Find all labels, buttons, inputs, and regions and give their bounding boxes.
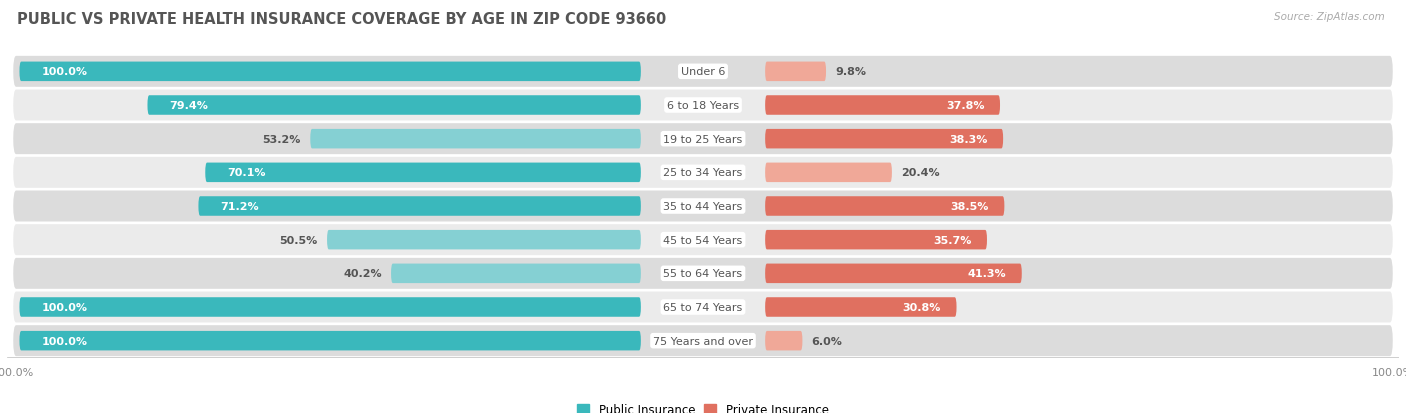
Text: 50.5%: 50.5% <box>280 235 318 245</box>
Text: 9.8%: 9.8% <box>835 67 866 77</box>
FancyBboxPatch shape <box>148 96 641 116</box>
FancyBboxPatch shape <box>391 264 641 283</box>
Text: PUBLIC VS PRIVATE HEALTH INSURANCE COVERAGE BY AGE IN ZIP CODE 93660: PUBLIC VS PRIVATE HEALTH INSURANCE COVER… <box>17 12 666 27</box>
FancyBboxPatch shape <box>765 264 1022 283</box>
FancyBboxPatch shape <box>13 225 1393 256</box>
FancyBboxPatch shape <box>765 96 1000 116</box>
Text: Under 6: Under 6 <box>681 67 725 77</box>
Text: 30.8%: 30.8% <box>903 302 941 312</box>
FancyBboxPatch shape <box>311 130 641 149</box>
FancyBboxPatch shape <box>13 157 1393 188</box>
FancyBboxPatch shape <box>765 163 891 183</box>
FancyBboxPatch shape <box>765 230 987 250</box>
Text: 38.5%: 38.5% <box>950 202 988 211</box>
FancyBboxPatch shape <box>13 292 1393 323</box>
FancyBboxPatch shape <box>765 130 1002 149</box>
Text: 100.0%: 100.0% <box>41 336 87 346</box>
Text: 20.4%: 20.4% <box>901 168 939 178</box>
FancyBboxPatch shape <box>13 57 1393 88</box>
FancyBboxPatch shape <box>20 62 641 82</box>
FancyBboxPatch shape <box>765 197 1004 216</box>
FancyBboxPatch shape <box>13 325 1393 356</box>
FancyBboxPatch shape <box>328 230 641 250</box>
FancyBboxPatch shape <box>13 124 1393 155</box>
Text: 55 to 64 Years: 55 to 64 Years <box>664 269 742 279</box>
Text: 79.4%: 79.4% <box>169 101 208 111</box>
Text: 71.2%: 71.2% <box>221 202 259 211</box>
FancyBboxPatch shape <box>765 62 827 82</box>
FancyBboxPatch shape <box>20 297 641 317</box>
Text: 37.8%: 37.8% <box>946 101 984 111</box>
FancyBboxPatch shape <box>13 191 1393 222</box>
FancyBboxPatch shape <box>198 197 641 216</box>
Text: 75 Years and over: 75 Years and over <box>652 336 754 346</box>
Text: 38.3%: 38.3% <box>949 134 987 144</box>
Text: 25 to 34 Years: 25 to 34 Years <box>664 168 742 178</box>
Legend: Public Insurance, Private Insurance: Public Insurance, Private Insurance <box>572 398 834 413</box>
Text: 53.2%: 53.2% <box>263 134 301 144</box>
Text: 35.7%: 35.7% <box>934 235 972 245</box>
Text: 19 to 25 Years: 19 to 25 Years <box>664 134 742 144</box>
Text: 45 to 54 Years: 45 to 54 Years <box>664 235 742 245</box>
Text: 100.0%: 100.0% <box>41 302 87 312</box>
Text: Source: ZipAtlas.com: Source: ZipAtlas.com <box>1274 12 1385 22</box>
Text: 35 to 44 Years: 35 to 44 Years <box>664 202 742 211</box>
FancyBboxPatch shape <box>13 90 1393 121</box>
Text: 41.3%: 41.3% <box>967 269 1007 279</box>
FancyBboxPatch shape <box>205 163 641 183</box>
FancyBboxPatch shape <box>20 331 641 351</box>
FancyBboxPatch shape <box>765 331 803 351</box>
Text: 100.0%: 100.0% <box>41 67 87 77</box>
Text: 70.1%: 70.1% <box>226 168 266 178</box>
FancyBboxPatch shape <box>765 297 956 317</box>
Text: 6.0%: 6.0% <box>811 336 842 346</box>
Text: 65 to 74 Years: 65 to 74 Years <box>664 302 742 312</box>
Text: 6 to 18 Years: 6 to 18 Years <box>666 101 740 111</box>
FancyBboxPatch shape <box>13 258 1393 289</box>
Text: 40.2%: 40.2% <box>343 269 382 279</box>
